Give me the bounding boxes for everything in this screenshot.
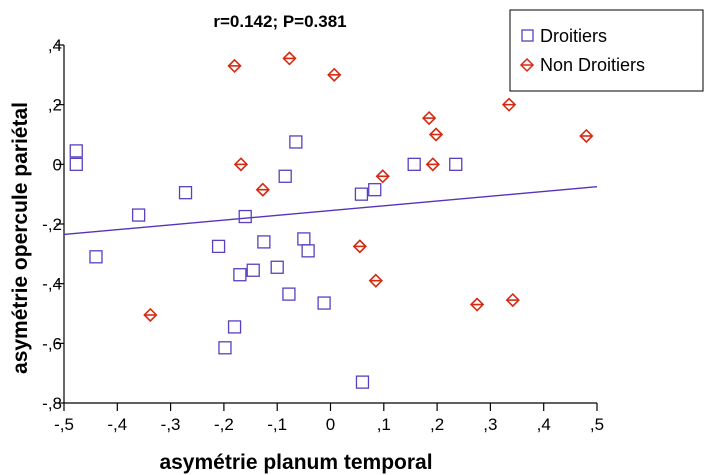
non-droitiers-point <box>428 127 444 142</box>
y-tick-label: -,4 <box>42 275 62 294</box>
y-tick-label: -,6 <box>42 334 62 353</box>
droitiers-point <box>233 268 247 282</box>
droitiers-point <box>282 287 296 301</box>
x-tick-label: -,3 <box>161 415 181 434</box>
non-droitiers-point <box>375 169 390 184</box>
x-tick-label: -,2 <box>214 415 234 434</box>
droitiers-point <box>368 183 382 197</box>
droitiers-point <box>69 157 83 171</box>
droitiers-point <box>257 235 271 249</box>
legend: Droitiers Non Droitiers <box>509 9 704 92</box>
droitiers-point <box>178 186 193 200</box>
droitiers-point <box>270 260 284 274</box>
droitiers-point <box>211 239 226 254</box>
non-droitiers-point <box>255 182 270 197</box>
non-droitiers-point <box>469 297 485 312</box>
y-tick-label: 0 <box>53 155 62 174</box>
legend-non-droitiers-marker <box>519 57 535 73</box>
non-droitiers-point <box>505 292 520 308</box>
non-droitiers-point <box>352 239 367 254</box>
non-droitiers-point <box>579 128 594 144</box>
non-droitiers-point <box>368 273 383 288</box>
x-tick-label: ,4 <box>537 415 551 434</box>
droitiers-point <box>449 157 463 171</box>
legend-box <box>509 9 704 92</box>
non-droitiers-point <box>425 157 440 172</box>
droitiers-point <box>89 250 103 264</box>
x-axis-title: asymétrie planum temporal <box>159 451 432 474</box>
regression-line <box>63 186 598 236</box>
droitiers-point <box>317 296 331 310</box>
x-tick-label: 0 <box>326 415 335 434</box>
x-tick-label: ,5 <box>590 415 604 434</box>
droitiers-point <box>407 157 421 171</box>
x-tick-label: -,1 <box>267 415 287 434</box>
droitiers-point <box>355 375 370 389</box>
non-droitiers-point <box>421 110 437 126</box>
y-tick-label: ,4 <box>48 36 62 55</box>
non-droitiers-point <box>227 58 242 74</box>
droitiers-point <box>246 263 260 277</box>
droitiers-point <box>131 208 146 222</box>
y-tick-label: -,2 <box>42 215 62 234</box>
droitiers-point <box>69 144 83 158</box>
y-tick-label: -,8 <box>42 394 62 413</box>
non-droitiers-point <box>143 307 158 323</box>
droitiers-point <box>289 135 303 149</box>
non-droitiers-point <box>282 51 297 66</box>
droitiers-point <box>218 341 232 355</box>
legend-droitiers-label: Droitiers <box>540 26 607 46</box>
x-tick-label: -,5 <box>54 415 74 434</box>
y-axis-title: asymétrie opercule pariétal <box>9 102 32 374</box>
legend-non-droitiers-label: Non Droitiers <box>540 55 645 75</box>
y-tick-label: ,2 <box>48 96 62 115</box>
droitiers-point <box>278 169 292 183</box>
chart-title: r=0.142; P=0.381 <box>213 12 346 31</box>
plot-area: -,5 -,4 -,3 -,2 -,1 0 ,1 ,2 ,3 ,4 ,5 ,4 ,2 0 -,2 -,4 -,6… <box>42 36 604 434</box>
droitiers-point <box>238 209 252 224</box>
x-tick-label: ,3 <box>483 415 497 434</box>
x-tick-label: -,4 <box>107 415 127 434</box>
legend-droitiers-marker <box>521 29 534 42</box>
x-tick-label: ,2 <box>430 415 444 434</box>
droitiers-point <box>354 187 369 201</box>
droitiers-point <box>297 232 311 246</box>
non-droitiers-point <box>327 67 342 82</box>
droitiers-point <box>227 320 242 334</box>
x-tick-label: ,1 <box>377 415 391 434</box>
droitiers-point <box>301 244 315 258</box>
non-droitiers-point <box>233 157 249 172</box>
non-droitiers-point <box>501 97 517 112</box>
